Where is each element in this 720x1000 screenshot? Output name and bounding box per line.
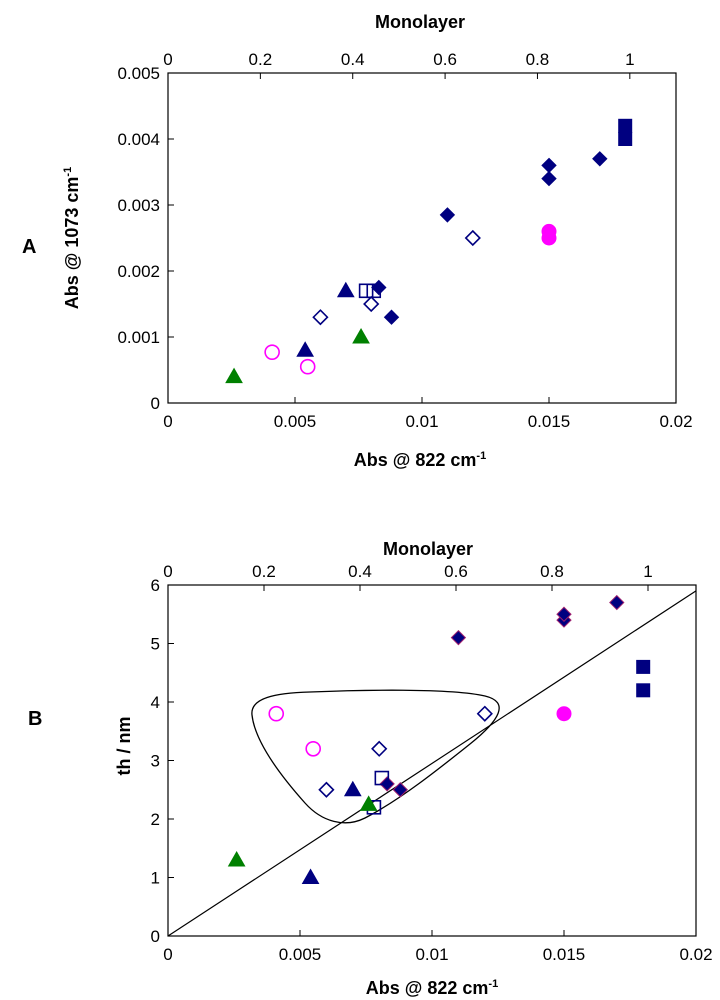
data-point xyxy=(636,683,651,698)
data-point xyxy=(464,229,481,247)
data-point xyxy=(383,309,400,325)
y-tick-label: 3 xyxy=(151,752,160,771)
top-axis-label-b: Monolayer xyxy=(383,539,473,559)
data-point xyxy=(296,341,315,357)
top-tick-label: 1 xyxy=(625,50,634,69)
data-point xyxy=(541,170,557,187)
data-point xyxy=(359,795,378,811)
top-tick-label: 0 xyxy=(163,562,172,581)
y-tick-label: 0.004 xyxy=(117,130,160,149)
data-point xyxy=(264,344,280,360)
data-point xyxy=(636,659,651,674)
top-tick-label: 0.2 xyxy=(252,562,276,581)
x-axis-label-b: Abs @ 822 cm-1 xyxy=(366,978,498,998)
data-point xyxy=(318,781,335,798)
data-point xyxy=(299,358,316,375)
top-tick-label: 0.4 xyxy=(348,562,372,581)
y-tick-label: 0.005 xyxy=(117,64,160,83)
data-point xyxy=(301,868,320,884)
data-point xyxy=(268,705,285,722)
data-point xyxy=(618,118,633,133)
y-tick-label: 0.002 xyxy=(117,262,160,281)
y-axis-label-b: th / nm xyxy=(114,717,134,776)
y-tick-label: 0.003 xyxy=(117,196,160,215)
enclosure-outline xyxy=(251,689,500,824)
y-tick-label: 0.001 xyxy=(117,328,160,347)
data-point xyxy=(336,281,355,298)
data-point xyxy=(305,740,322,757)
y-tick-label: 2 xyxy=(151,810,160,829)
plot-frame xyxy=(167,584,697,937)
y-axis-label-a: Abs @ 1073 cm-1 xyxy=(62,167,82,309)
top-tick-label: 0.8 xyxy=(540,562,564,581)
top-tick-label: 0.8 xyxy=(526,50,550,69)
top-tick-label: 0.6 xyxy=(444,562,468,581)
annotations-b xyxy=(167,590,697,937)
data-point xyxy=(618,132,633,146)
data-point xyxy=(343,780,362,797)
chart-b: B Monolayer Abs @ 822 cm-1 th / nm 0 0.00… xyxy=(28,539,713,998)
plot-frame xyxy=(167,72,677,404)
x-tick-label: 0.005 xyxy=(279,945,322,964)
data-point xyxy=(371,740,388,757)
x-tick-label: 0.02 xyxy=(679,945,712,964)
x-tick-label: 0.02 xyxy=(659,412,692,431)
data-point xyxy=(227,850,246,867)
x-tick-label: 0.015 xyxy=(528,412,571,431)
data-point xyxy=(476,705,493,722)
y-tick-label: 0 xyxy=(151,394,160,413)
x-axis-label-a: Abs @ 822 cm-1 xyxy=(354,450,486,470)
y-tick-label: 4 xyxy=(151,693,160,712)
data-point xyxy=(374,770,390,786)
x-tick-label: 0 xyxy=(163,412,172,431)
data-point xyxy=(363,295,380,313)
data-point xyxy=(592,151,608,167)
y-tick-label: 0 xyxy=(151,927,160,946)
data-point xyxy=(366,283,382,299)
chart-a: A Monolayer Abs @ 822 cm-1 Abs @ 1073 cm… xyxy=(22,12,693,470)
data-point xyxy=(392,782,409,798)
x-tick-label: 0.005 xyxy=(274,412,317,431)
x-tick-label: 0.01 xyxy=(405,412,438,431)
top-tick-label: 0.2 xyxy=(249,50,273,69)
top-axis-label-a: Monolayer xyxy=(375,12,465,32)
data-point xyxy=(556,706,572,722)
data-point xyxy=(352,327,370,344)
reference-line xyxy=(167,590,697,937)
data-point xyxy=(556,606,572,622)
top-tick-label: 1 xyxy=(643,562,652,581)
x-tick-label: 0.01 xyxy=(415,945,448,964)
data-point xyxy=(225,367,243,384)
y-tick-label: 6 xyxy=(151,576,160,595)
data-point xyxy=(312,309,329,326)
data-point xyxy=(609,594,625,611)
data-point xyxy=(541,223,557,239)
data-points-a xyxy=(225,118,633,384)
x-tick-label: 0 xyxy=(163,945,172,964)
data-point xyxy=(358,283,374,299)
x-tick-label: 0.015 xyxy=(543,945,586,964)
axis-ticks-a: 0 0.005 0.01 0.015 0.0200.0010.0020.0030.004… xyxy=(117,50,692,431)
y-tick-label: 5 xyxy=(151,635,160,654)
data-points-b xyxy=(227,594,651,884)
data-point xyxy=(450,629,467,646)
top-tick-label: 0.4 xyxy=(341,50,365,69)
top-tick-label: 0 xyxy=(163,50,172,69)
data-point xyxy=(439,207,456,223)
panel-label-b: B xyxy=(28,708,42,730)
panel-label-a: A xyxy=(22,236,36,258)
y-tick-label: 1 xyxy=(151,869,160,888)
top-tick-label: 0.6 xyxy=(433,50,457,69)
data-point xyxy=(541,157,557,174)
